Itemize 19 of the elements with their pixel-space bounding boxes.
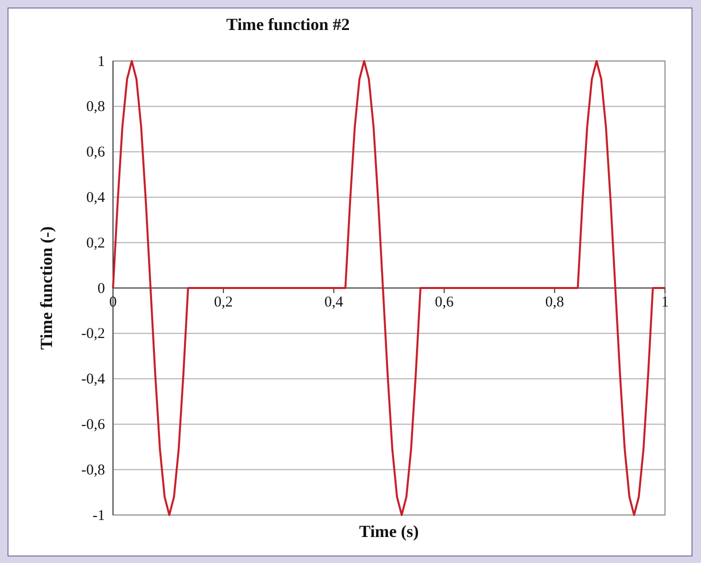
- x-tick-label: 1: [661, 294, 669, 311]
- y-tick-label: 0,6: [86, 144, 106, 161]
- y-tick-label: -1: [92, 508, 105, 524]
- y-tick-label: -0,2: [81, 326, 105, 342]
- y-axis-title: Time function (-): [37, 226, 56, 350]
- y-tick-label: -0,4: [81, 372, 106, 388]
- y-tick-label: -0,6: [81, 417, 106, 433]
- x-axis-title: Time (s): [359, 522, 419, 541]
- y-tick-label: 1: [98, 54, 105, 70]
- y-tick-label: 0,4: [86, 190, 106, 206]
- y-tick-label: 0,2: [86, 235, 105, 252]
- y-tick-label: 0,8: [86, 99, 105, 116]
- x-tick-label: 0,6: [434, 294, 454, 311]
- x-tick-label: 0,4: [324, 294, 344, 311]
- chart-title: Time function #2: [226, 15, 350, 34]
- x-tick-label: 0,2: [214, 294, 233, 311]
- y-tick-label: -0,8: [81, 462, 105, 478]
- x-tick-label: 0,8: [545, 294, 564, 311]
- y-tick-label: 0: [98, 280, 105, 297]
